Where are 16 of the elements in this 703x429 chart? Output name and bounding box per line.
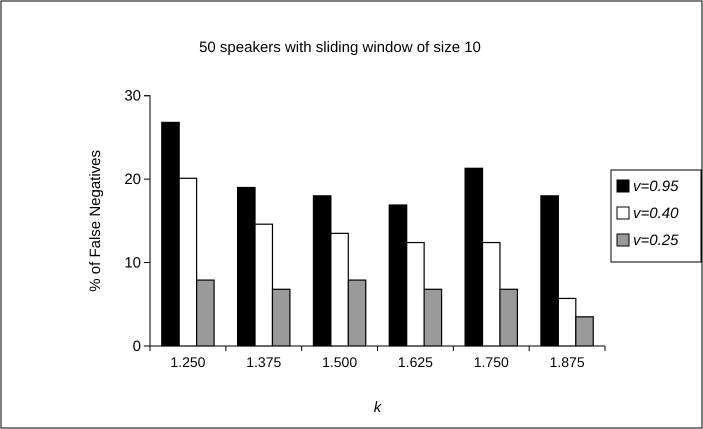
legend-label: v=0.40: [633, 205, 680, 222]
y-tick-label: 0: [132, 338, 141, 355]
legend-label: v=0.25: [633, 232, 680, 249]
x-tick-label: 1.625: [398, 354, 434, 370]
x-axis-title: k: [374, 399, 383, 416]
y-tick-label: 30: [124, 88, 141, 104]
x-tick-label: 1.250: [170, 354, 206, 370]
x-tick-label: 1.500: [322, 354, 358, 370]
y-tick-label: 20: [124, 170, 141, 188]
x-tick-label: 1.875: [550, 354, 585, 370]
y-tick-label: 10: [124, 254, 141, 272]
x-tick-label: 1.375: [246, 354, 282, 370]
y-axis-title: % of False Negatives: [87, 150, 104, 292]
chart-title: 50 speakers with sliding window of size 10: [199, 39, 481, 56]
x-tick-label: 1.750: [474, 354, 509, 370]
legend-label: v=0.95: [633, 178, 680, 195]
